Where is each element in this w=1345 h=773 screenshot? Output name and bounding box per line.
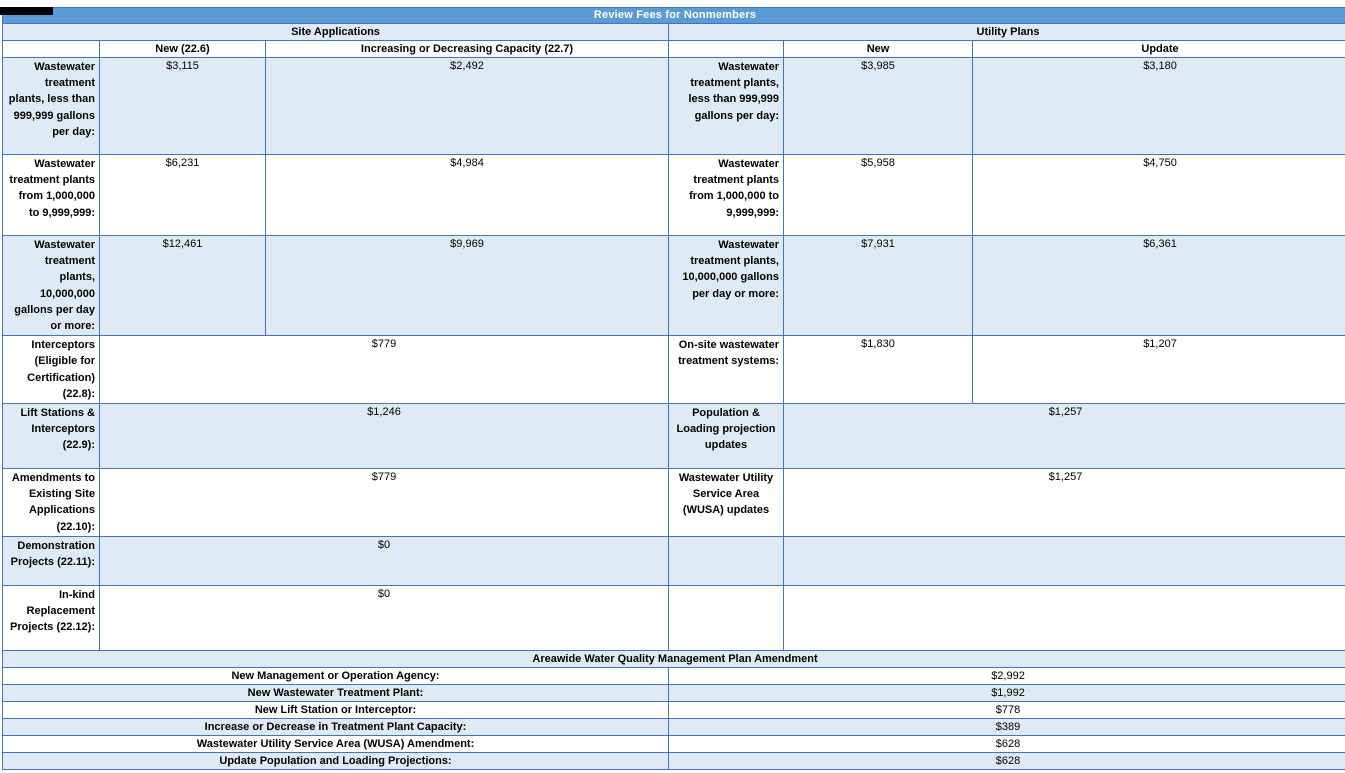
fee-value: $3,985 xyxy=(784,58,973,155)
section-header-row: Site Applications Utility Plans xyxy=(3,24,1345,41)
fee-value: $778 xyxy=(669,701,1345,718)
utility-row-label xyxy=(669,585,784,650)
areawide-row-label: New Lift Station or Interceptor: xyxy=(3,701,669,718)
table-row: Interceptors (Eligible for Certification… xyxy=(3,336,1345,404)
fee-value: $4,750 xyxy=(973,155,1345,236)
site-row-label: In-kind Replacement Projects (22.12): xyxy=(3,585,100,650)
utility-row-label: Wastewater treatment plants, 10,000,000 … xyxy=(669,236,784,336)
utility-row-label: Population & Loading projection updates xyxy=(669,404,784,469)
table-row: Amendments to Existing Site Applications… xyxy=(3,469,1345,537)
fee-value: $6,231 xyxy=(100,155,266,236)
table-row: Wastewater treatment plants, less than 9… xyxy=(3,58,1345,155)
site-row-label: Wastewater treatment plants from 1,000,0… xyxy=(3,155,100,236)
fee-value: $2,492 xyxy=(266,58,669,155)
areawide-row-label: New Wastewater Treatment Plant: xyxy=(3,684,669,701)
fee-value xyxy=(784,585,1345,650)
table-row: New Management or Operation Agency: $2,9… xyxy=(3,667,1345,684)
table-row: Update Population and Loading Projection… xyxy=(3,752,1345,769)
table-title-row: Review Fees for Nonmembers xyxy=(3,8,1345,24)
section-header-utility-plans: Utility Plans xyxy=(669,24,1345,41)
utility-row-label: Wastewater treatment plants, less than 9… xyxy=(669,58,784,155)
utility-row-label: Wastewater Utility Service Area (WUSA) u… xyxy=(669,469,784,537)
utility-row-label: Wastewater treatment plants from 1,000,0… xyxy=(669,155,784,236)
fee-value: $2,992 xyxy=(669,667,1345,684)
table-row: New Lift Station or Interceptor: $778 xyxy=(3,701,1345,718)
areawide-row-label: New Management or Operation Agency: xyxy=(3,667,669,684)
table-row: In-kind Replacement Projects (22.12): $0 xyxy=(3,585,1345,650)
table-title: Review Fees for Nonmembers xyxy=(3,8,1345,24)
areawide-header-row: Areawide Water Quality Management Plan A… xyxy=(3,650,1345,667)
fee-value: $0 xyxy=(100,585,669,650)
column-header-row: New (22.6) Increasing or Decreasing Capa… xyxy=(3,41,1345,58)
fee-value: $1,257 xyxy=(784,404,1345,469)
column-header-utility-update: Update xyxy=(973,41,1345,58)
column-header-site-new: New (22.6) xyxy=(100,41,266,58)
fee-value xyxy=(784,536,1345,585)
table-row: Increase or Decrease in Treatment Plant … xyxy=(3,718,1345,735)
fee-value: $6,361 xyxy=(973,236,1345,336)
areawide-row-label: Increase or Decrease in Treatment Plant … xyxy=(3,718,669,735)
table-row: New Wastewater Treatment Plant: $1,992 xyxy=(3,684,1345,701)
review-fees-table: Review Fees for Nonmembers Site Applicat… xyxy=(2,7,1345,770)
fee-value: $779 xyxy=(100,469,669,537)
site-row-label: Demonstration Projects (22.11): xyxy=(3,536,100,585)
fee-value: $9,969 xyxy=(266,236,669,336)
fee-value: $628 xyxy=(669,752,1345,769)
areawide-row-label: Update Population and Loading Projection… xyxy=(3,752,669,769)
site-row-label: Interceptors (Eligible for Certification… xyxy=(3,336,100,404)
site-row-label: Wastewater treatment plants, 10,000,000 … xyxy=(3,236,100,336)
fee-value: $4,984 xyxy=(266,155,669,236)
column-header-blank-left xyxy=(3,41,100,58)
table-row: Wastewater treatment plants from 1,000,0… xyxy=(3,155,1345,236)
site-row-label: Lift Stations & Interceptors (22.9): xyxy=(3,404,100,469)
fee-value: $628 xyxy=(669,735,1345,752)
fee-value: $1,992 xyxy=(669,684,1345,701)
fee-value: $0 xyxy=(100,536,669,585)
fee-value: $3,180 xyxy=(973,58,1345,155)
screen-edge-strip xyxy=(0,7,53,15)
fee-value: $1,246 xyxy=(100,404,669,469)
fee-value: $12,461 xyxy=(100,236,266,336)
fee-value: $1,830 xyxy=(784,336,973,404)
section-header-site-applications: Site Applications xyxy=(3,24,669,41)
column-header-site-capacity: Increasing or Decreasing Capacity (22.7) xyxy=(266,41,669,58)
table-row: Wastewater Utility Service Area (WUSA) A… xyxy=(3,735,1345,752)
table-row: Lift Stations & Interceptors (22.9): $1,… xyxy=(3,404,1345,469)
fee-value: $7,931 xyxy=(784,236,973,336)
column-header-blank-right xyxy=(669,41,784,58)
site-row-label: Wastewater treatment plants, less than 9… xyxy=(3,58,100,155)
fee-value: $389 xyxy=(669,718,1345,735)
fee-value: $1,257 xyxy=(784,469,1345,537)
fee-value: $5,958 xyxy=(784,155,973,236)
fee-value: $1,207 xyxy=(973,336,1345,404)
areawide-row-label: Wastewater Utility Service Area (WUSA) A… xyxy=(3,735,669,752)
column-header-utility-new: New xyxy=(784,41,973,58)
utility-row-label: On-site wastewater treatment systems: xyxy=(669,336,784,404)
utility-row-label xyxy=(669,536,784,585)
site-row-label: Amendments to Existing Site Applications… xyxy=(3,469,100,537)
fee-value: $779 xyxy=(100,336,669,404)
table-row: Wastewater treatment plants, 10,000,000 … xyxy=(3,236,1345,336)
fee-value: $3,115 xyxy=(100,58,266,155)
section-header-areawide-amendment: Areawide Water Quality Management Plan A… xyxy=(3,650,1345,667)
table-row: Demonstration Projects (22.11): $0 xyxy=(3,536,1345,585)
